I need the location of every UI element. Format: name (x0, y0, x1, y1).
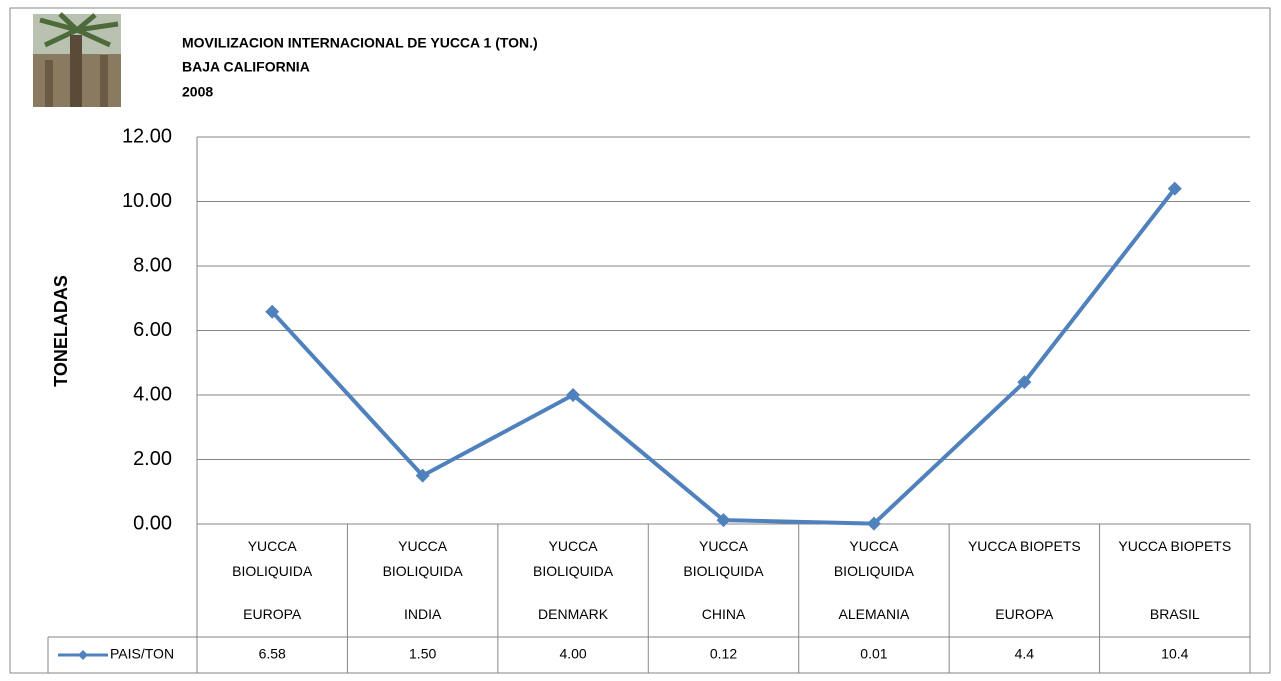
chart-title: MOVILIZACION INTERNACIONAL DE YUCCA 1 (T… (182, 35, 538, 51)
marker (716, 513, 731, 528)
y-tick-label: 0.00 (133, 512, 172, 534)
marker (566, 388, 581, 402)
category-label: YUCCA BIOPETS (1118, 538, 1232, 554)
marker (415, 468, 430, 483)
category-sublabel: BRASIL (1149, 606, 1200, 622)
y-tick-label: 10.00 (122, 190, 172, 212)
category-sublabel: INDIA (403, 606, 442, 622)
category-sublabel: CHINA (701, 606, 746, 622)
y-tick-label: 4.00 (133, 383, 172, 405)
table-value: 4.00 (559, 646, 586, 662)
category-sublabel: EUROPA (995, 606, 1054, 622)
marker (1167, 181, 1182, 196)
category-label: YUCCA BIOLIQUIDA (833, 538, 914, 579)
table-value: 0.12 (710, 646, 737, 662)
category-label: YUCCA BIOLIQUIDA (683, 538, 764, 579)
y-axis-label: TONELADAS (51, 275, 71, 387)
table-value: 10.4 (1161, 646, 1188, 662)
chart-subtitle: BAJA CALIFORNIA (182, 59, 310, 75)
y-tick-label: 12.00 (122, 125, 172, 147)
photo (33, 12, 121, 107)
table-value: 0.01 (860, 646, 887, 662)
category-label: YUCCA BIOLIQUIDA (532, 538, 614, 579)
category-label: YUCCA BIOLIQUIDA (232, 538, 313, 579)
category-label: YUCCA BIOPETS (967, 538, 1081, 554)
y-tick-label: 2.00 (133, 448, 172, 470)
table-value: 4.4 (1015, 646, 1035, 662)
category-sublabel: DENMARK (538, 606, 609, 622)
chart-border (9, 7, 1271, 674)
y-tick-label: 8.00 (133, 254, 172, 276)
marker (1017, 375, 1032, 390)
y-tick-label: 6.00 (133, 319, 172, 341)
table-value: 1.50 (409, 646, 436, 662)
marker (265, 304, 280, 319)
table-value: 6.58 (259, 646, 286, 662)
legend-marker (78, 650, 88, 660)
legend-label: PAIS/TON (110, 646, 174, 662)
category-sublabel: EUROPA (243, 606, 302, 622)
chart-year: 2008 (182, 84, 213, 100)
category-sublabel: ALEMANIA (838, 606, 910, 622)
marker (866, 516, 881, 531)
category-label: YUCCA BIOLIQUIDA (382, 538, 463, 579)
